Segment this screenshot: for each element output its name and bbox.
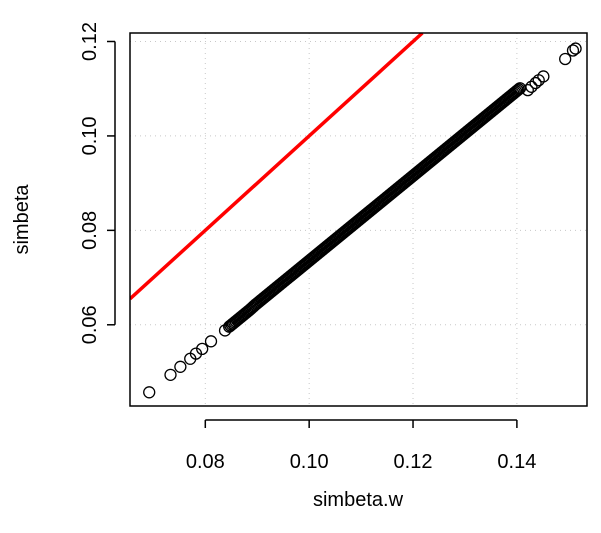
data-point xyxy=(509,85,523,98)
x-tick-label: 0.14 xyxy=(497,451,536,473)
data-point xyxy=(569,42,582,55)
y-axis: 0.06 0.08 0.10 0.12 xyxy=(79,22,116,344)
reference-line-layer xyxy=(130,33,424,301)
y-axis-title: simbeta xyxy=(11,184,33,255)
data-point xyxy=(512,83,525,96)
plot-frame xyxy=(129,32,588,407)
x-tick-label: 0.08 xyxy=(186,451,225,473)
y-tick-label: 0.08 xyxy=(79,211,101,250)
data-point xyxy=(559,52,572,66)
y-tick-label: 0.12 xyxy=(79,22,101,61)
reference-line xyxy=(130,33,424,301)
data-points xyxy=(143,42,582,399)
x-axis-title: simbeta.w xyxy=(313,489,404,511)
x-axis: 0.08 0.10 0.12 0.14 xyxy=(186,419,536,473)
data-point xyxy=(204,335,218,348)
data-point xyxy=(189,347,203,360)
data-point xyxy=(164,368,177,381)
data-point xyxy=(566,44,580,57)
data-point xyxy=(174,360,187,373)
data-point xyxy=(196,342,209,356)
data-point xyxy=(521,83,534,97)
data-point xyxy=(143,386,156,399)
data-point xyxy=(537,70,550,83)
data-point xyxy=(525,80,538,93)
y-tick-label: 0.10 xyxy=(79,116,101,155)
data-point xyxy=(529,76,542,90)
y-tick-label: 0.06 xyxy=(79,305,101,344)
x-tick-label: 0.12 xyxy=(394,451,433,473)
x-tick-label: 0.10 xyxy=(290,451,329,473)
